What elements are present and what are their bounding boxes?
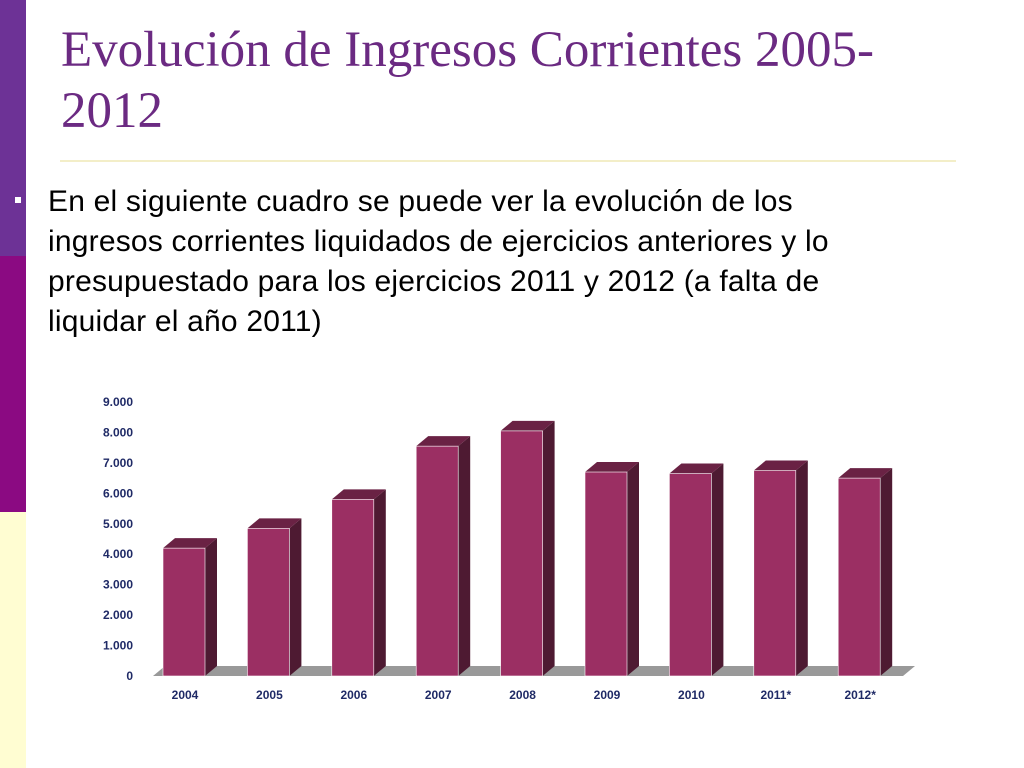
x-tick-label: 2012* [845,688,877,702]
title-divider [60,160,956,162]
bar-side [542,420,555,676]
bar [415,445,459,677]
sidebar-band-top [0,0,26,256]
bar [247,528,290,677]
x-tick-label: 2004 [172,688,199,702]
bar-top [500,420,555,431]
bar [837,477,881,677]
bar [753,470,797,677]
bar-side [795,460,808,676]
bar-side [458,436,471,676]
bar-side [289,518,302,676]
y-tick-label: 2.000 [103,608,133,622]
x-tick-label: 2011* [760,688,791,702]
bar-side [880,468,893,676]
y-tick-label: 9.000 [103,395,133,409]
bar-side [205,538,217,676]
bar-top [753,460,808,471]
bar-top [585,462,639,473]
y-tick-label: 7.000 [103,456,133,470]
bar-top [838,468,893,479]
x-tick-label: 2010 [678,688,705,702]
bar [584,471,628,677]
bullet-text: En el siguiente cuadro se puede ver la e… [48,185,829,338]
y-tick-label: 0 [126,669,133,683]
x-tick-label: 2008 [509,688,536,702]
y-tick-label: 4.000 [103,547,133,561]
sidebar-band-bottom [0,512,26,768]
y-tick-label: 6.000 [103,486,133,500]
x-tick-label: 2005 [256,688,283,702]
bar [331,499,375,677]
y-tick-label: 8.000 [103,425,133,439]
slide-title: Evolución de Ingresos Corrientes 2005-20… [61,22,874,140]
bar [500,430,543,677]
bar-top [416,436,471,447]
square-bullet-icon [13,195,23,205]
sidebar-band-middle [0,256,26,512]
bar-top [669,463,724,474]
x-tick-label: 2007 [425,688,452,702]
bar-top [163,538,217,549]
bar-top [331,489,386,500]
bar [162,547,206,677]
bar-side [373,489,386,676]
y-tick-label: 5.000 [103,517,133,531]
bar [669,473,712,677]
bar-side [711,463,724,676]
x-tick-label: 2009 [594,688,621,702]
bar-side [627,462,639,676]
y-tick-label: 1.000 [103,639,133,653]
bar-top [247,518,302,529]
x-tick-label: 2006 [340,688,367,702]
y-tick-label: 3.000 [103,578,133,592]
